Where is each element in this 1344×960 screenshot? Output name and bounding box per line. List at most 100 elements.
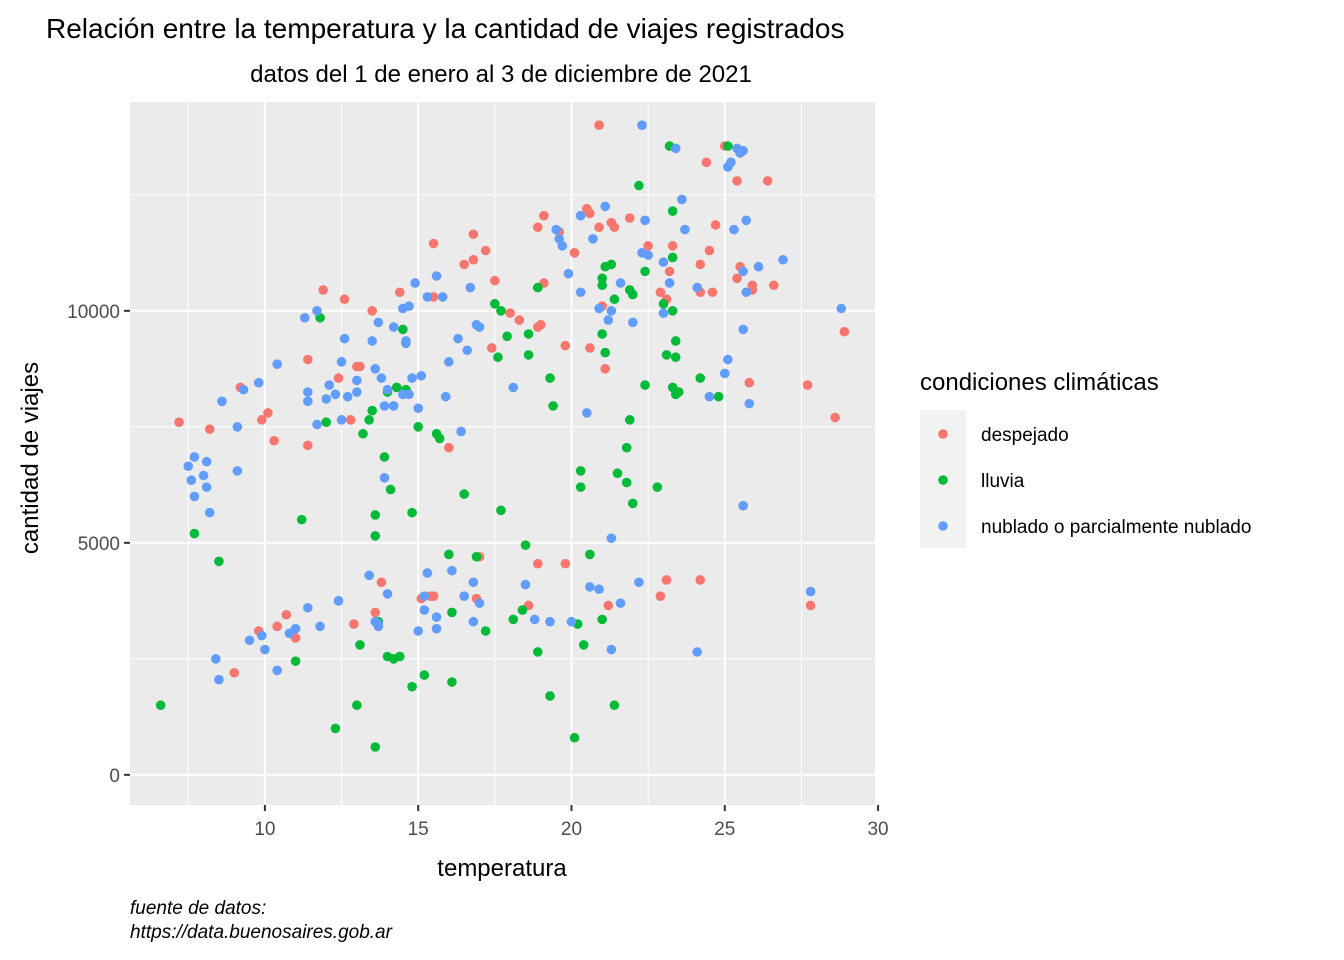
data-point (609, 700, 620, 711)
legend-title: condiciones climáticas (920, 369, 1159, 396)
data-point (585, 208, 595, 219)
data-point (379, 401, 390, 411)
y-axis-title: cantidad de viajes (17, 362, 44, 554)
data-point (303, 387, 313, 397)
data-point (627, 498, 638, 509)
data-point (575, 482, 586, 492)
data-point (624, 213, 635, 223)
data-point (391, 382, 402, 393)
data-point (643, 241, 653, 251)
data-point (627, 289, 638, 300)
data-point (303, 602, 313, 613)
data-point (296, 514, 307, 525)
data-point (318, 285, 328, 295)
data-point (738, 500, 748, 511)
data-point (189, 452, 200, 462)
data-point (321, 417, 332, 427)
data-point (692, 282, 702, 293)
data-point (514, 315, 525, 325)
data-point (370, 531, 381, 541)
data-point (532, 222, 543, 233)
data-point (490, 275, 500, 286)
data-point (428, 238, 439, 249)
data-point (447, 565, 457, 576)
x-tick-label: 30 (867, 819, 888, 840)
plot-panel (130, 102, 875, 805)
chart-subtitle: datos del 1 de enero al 3 de diciembre d… (250, 61, 752, 88)
data-point (520, 540, 531, 550)
x-axis-title: temperatura (437, 855, 567, 882)
data-point (658, 257, 669, 267)
data-point (517, 605, 528, 615)
data-point (585, 582, 595, 592)
data-point (370, 607, 381, 618)
data-point (272, 665, 282, 676)
data-point (695, 259, 706, 270)
data-point (532, 647, 543, 657)
data-point (612, 468, 623, 479)
data-point (726, 157, 736, 168)
data-point (606, 644, 617, 655)
data-point (569, 248, 580, 258)
legend-label: nublado o parcialmente nublado (981, 517, 1251, 538)
data-point (741, 215, 752, 226)
data-point (490, 299, 500, 309)
data-point (560, 558, 571, 569)
data-point (447, 677, 457, 687)
data-point (836, 303, 847, 314)
data-point (407, 507, 417, 518)
data-point (352, 387, 362, 397)
data-point (440, 391, 451, 402)
data-point (695, 373, 706, 383)
data-point (474, 322, 485, 332)
data-point (508, 382, 519, 393)
data-point (670, 336, 681, 346)
data-point (723, 141, 733, 151)
data-point (404, 389, 414, 400)
data-point (588, 234, 598, 244)
data-point (321, 394, 332, 404)
data-point (637, 120, 647, 131)
data-point (413, 403, 423, 414)
data-point (444, 442, 454, 453)
data-point (214, 674, 224, 685)
data-point (370, 742, 381, 752)
data-point (563, 268, 574, 279)
data-point (263, 408, 273, 418)
data-point (710, 220, 721, 230)
data-point (661, 350, 672, 360)
series-nublado-o-parcialmente-nublado (183, 120, 847, 685)
data-point (597, 329, 607, 339)
data-point (615, 598, 626, 608)
data-point (303, 354, 313, 365)
data-point (732, 273, 742, 284)
data-point (658, 308, 669, 318)
data-point (352, 700, 362, 711)
data-point (677, 194, 687, 205)
data-point (594, 120, 604, 131)
data-point (303, 440, 313, 451)
data-point (560, 340, 571, 351)
data-point (376, 373, 387, 383)
data-point (578, 640, 589, 650)
data-point (204, 507, 215, 518)
data-point (342, 391, 353, 402)
data-point (462, 345, 473, 356)
data-point (281, 609, 292, 620)
caption-line-1: fuente de datos: (130, 898, 266, 919)
data-point (468, 616, 479, 627)
data-point (373, 619, 384, 629)
data-point (680, 224, 690, 235)
data-point (778, 254, 788, 265)
data-point (667, 252, 678, 263)
data-point (493, 352, 503, 363)
data-point (600, 347, 611, 358)
data-point (431, 271, 442, 281)
data-point (459, 489, 469, 499)
data-point (585, 549, 595, 560)
data-point (529, 614, 540, 625)
data-point (480, 245, 491, 256)
data-point (253, 377, 264, 388)
data-point (744, 398, 755, 409)
data-point (257, 630, 267, 641)
